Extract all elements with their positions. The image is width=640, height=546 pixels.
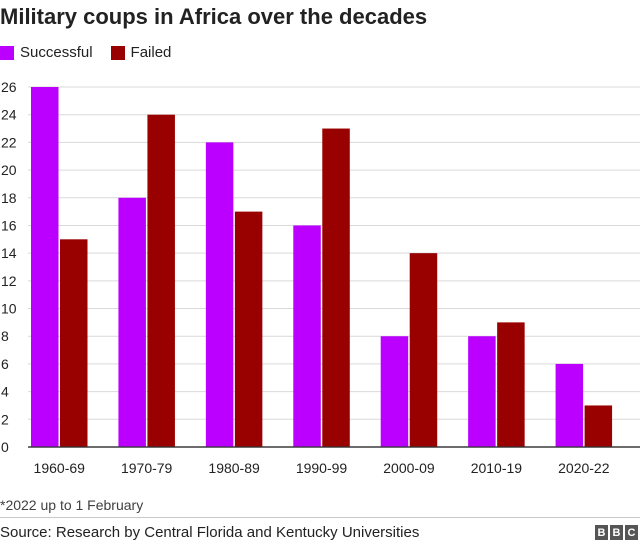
x-tick-label: 2020-22 [558,460,610,476]
x-tick-label: 1970-79 [121,460,173,476]
bar-successful [293,225,321,447]
logo-letter: B [610,525,623,540]
legend-label-failed: Failed [130,44,172,61]
x-tick-label: 1990-99 [296,460,348,476]
logo-letter: B [595,525,608,540]
y-tick-label: 22 [1,134,17,150]
legend-item-failed: Failed [110,44,172,61]
y-tick-label: 2 [1,411,9,427]
x-tick-label: 1980-89 [208,460,260,476]
bbc-logo: B B C [593,525,638,540]
y-tick-label: 10 [1,301,17,317]
y-tick-label: 18 [1,190,17,206]
bar-successful [31,87,59,447]
bar-failed [584,405,613,447]
bar-successful [468,336,496,447]
legend-label-successful: Successful [20,44,93,61]
x-tick-label: 1960-69 [34,460,86,476]
footnote: *2022 up to 1 February [0,497,144,513]
footer-divider [0,517,640,518]
y-tick-label: 26 [1,79,17,95]
bar-failed [147,114,175,447]
bar-successful [555,363,584,447]
y-tick-label: 16 [1,217,17,233]
bar-failed [234,211,263,447]
y-tick-label: 6 [1,356,9,372]
legend-swatch-successful [0,45,14,60]
chart-title: Military coups in Africa over the decade… [0,4,428,29]
legend-swatch-failed [110,45,125,60]
bar-failed [322,128,350,447]
legend: Successful Failed [0,44,189,61]
y-tick-label: 14 [1,245,17,261]
bar-failed [497,322,525,447]
y-tick-label: 20 [1,162,17,178]
bar-successful [380,336,409,447]
bar-successful [118,197,146,447]
bar-failed [409,253,438,447]
y-tick-label: 4 [1,384,9,400]
logo-letter: C [625,525,638,540]
y-tick-label: 8 [1,328,9,344]
y-tick-label: 24 [1,107,17,123]
bar-successful [205,142,234,447]
source-text: Source: Research by Central Florida and … [0,524,420,541]
legend-item-successful: Successful [0,44,93,61]
y-tick-label: 0 [1,439,9,455]
y-tick-label: 12 [1,273,17,289]
x-tick-label: 2010-19 [471,460,523,476]
x-tick-label: 2000-09 [383,460,435,476]
bar-failed [60,239,88,447]
